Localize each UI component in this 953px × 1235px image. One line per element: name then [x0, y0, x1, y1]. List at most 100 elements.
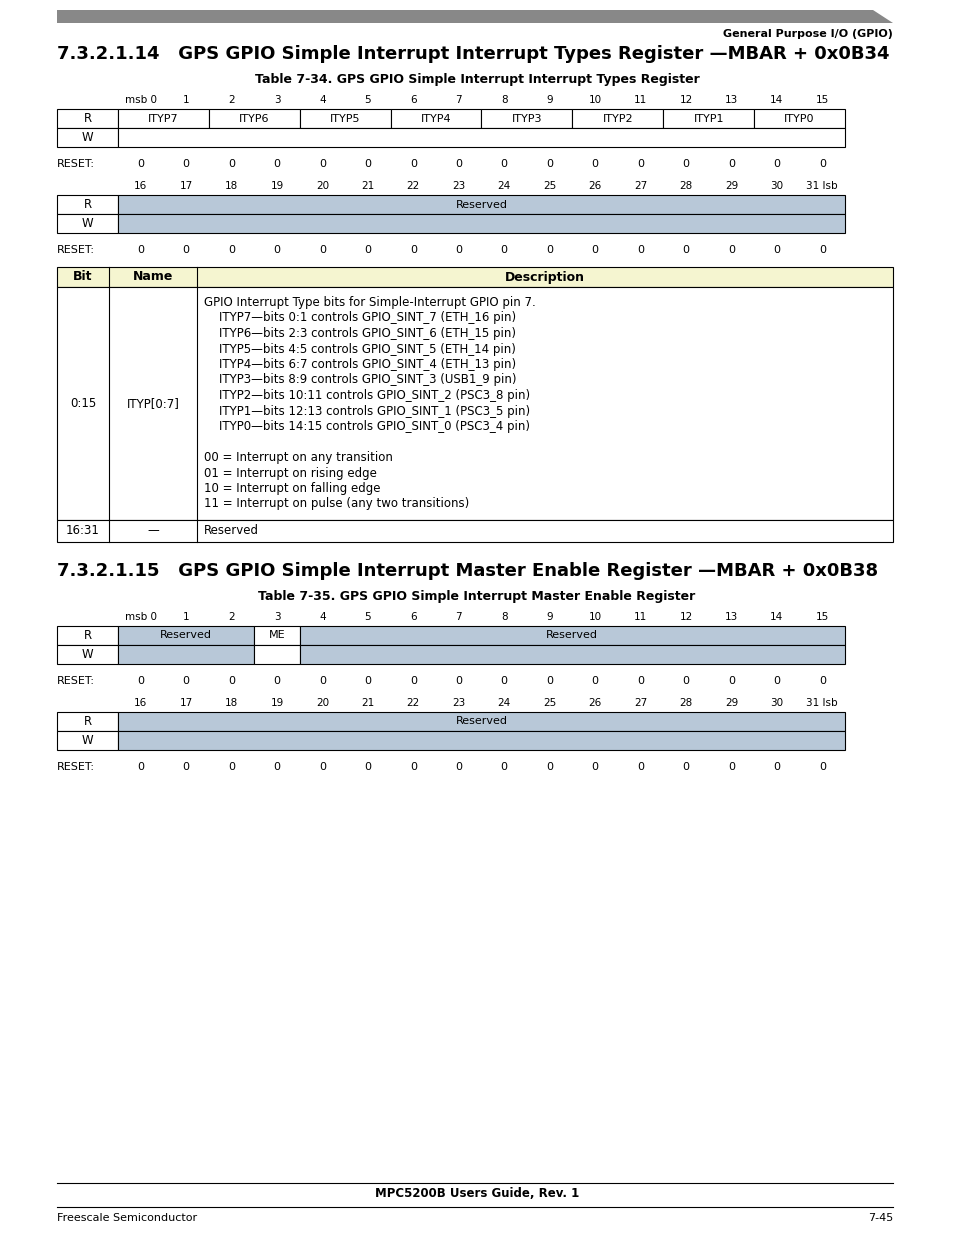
Text: Reserved: Reserved — [160, 631, 212, 641]
Text: 12: 12 — [679, 613, 692, 622]
Bar — [118, 626, 254, 645]
Text: 0: 0 — [137, 245, 144, 254]
Text: ITYP1—bits 12:13 controls GPIO_SINT_1 (PSC3_5 pin): ITYP1—bits 12:13 controls GPIO_SINT_1 (P… — [204, 405, 530, 417]
Text: 0: 0 — [773, 676, 780, 685]
Text: 0: 0 — [274, 245, 280, 254]
Text: Name: Name — [132, 270, 173, 284]
Text: 0: 0 — [773, 762, 780, 772]
Text: 0: 0 — [274, 676, 280, 685]
Text: ITYP4: ITYP4 — [420, 114, 451, 124]
Text: 13: 13 — [724, 95, 738, 105]
Text: 0: 0 — [410, 676, 416, 685]
Bar — [118, 128, 844, 147]
Text: R: R — [83, 629, 91, 642]
Bar — [57, 214, 118, 233]
Text: 17: 17 — [179, 698, 193, 708]
Text: 22: 22 — [406, 698, 419, 708]
Text: 13: 13 — [724, 613, 738, 622]
Text: 0: 0 — [364, 676, 371, 685]
Text: MPC5200B Users Guide, Rev. 1: MPC5200B Users Guide, Rev. 1 — [375, 1187, 578, 1200]
Text: 30: 30 — [769, 182, 782, 191]
Text: 0: 0 — [182, 676, 190, 685]
Text: 0: 0 — [727, 159, 734, 169]
Text: 0: 0 — [727, 762, 734, 772]
Text: R: R — [83, 715, 91, 727]
Text: 15: 15 — [815, 95, 828, 105]
Text: Table 7-35. GPS GPIO Simple Interrupt Master Enable Register: Table 7-35. GPS GPIO Simple Interrupt Ma… — [258, 590, 695, 603]
Bar — [753, 109, 844, 128]
Text: 2: 2 — [228, 95, 234, 105]
Text: 0: 0 — [137, 676, 144, 685]
Text: 0: 0 — [455, 159, 462, 169]
Text: ITYP3—bits 8:9 controls GPIO_SINT_3 (USB1_9 pin): ITYP3—bits 8:9 controls GPIO_SINT_3 (USB… — [204, 373, 516, 387]
Text: 10: 10 — [588, 613, 601, 622]
Text: 16:31: 16:31 — [66, 525, 100, 537]
Text: 7-45: 7-45 — [867, 1213, 892, 1223]
Bar — [118, 731, 844, 750]
Text: ITYP0—bits 14:15 controls GPIO_SINT_0 (PSC3_4 pin): ITYP0—bits 14:15 controls GPIO_SINT_0 (P… — [204, 420, 530, 433]
Text: 21: 21 — [361, 698, 375, 708]
Bar — [299, 645, 844, 664]
Text: Freescale Semiconductor: Freescale Semiconductor — [57, 1213, 197, 1223]
Text: 0: 0 — [228, 245, 234, 254]
Bar — [118, 195, 844, 214]
Text: ITYP7: ITYP7 — [148, 114, 178, 124]
Text: 11: 11 — [633, 613, 646, 622]
Bar — [57, 128, 118, 147]
Text: —: — — [147, 525, 159, 537]
Text: ITYP2: ITYP2 — [602, 114, 633, 124]
Text: 24: 24 — [497, 182, 510, 191]
Text: 0: 0 — [500, 762, 507, 772]
Text: 1: 1 — [183, 613, 190, 622]
Text: 24: 24 — [497, 698, 510, 708]
Text: 0: 0 — [681, 159, 689, 169]
Text: 0: 0 — [818, 676, 825, 685]
Text: 14: 14 — [769, 95, 782, 105]
Text: 0: 0 — [773, 159, 780, 169]
Text: 7: 7 — [455, 95, 461, 105]
Text: 23: 23 — [452, 698, 465, 708]
Text: 0: 0 — [727, 245, 734, 254]
Text: W: W — [82, 734, 93, 747]
Text: 19: 19 — [270, 182, 283, 191]
Text: 0: 0 — [681, 762, 689, 772]
Text: 5: 5 — [364, 95, 371, 105]
Text: 4: 4 — [319, 95, 325, 105]
Text: 15: 15 — [815, 613, 828, 622]
Text: 8: 8 — [500, 95, 507, 105]
Text: 0: 0 — [364, 762, 371, 772]
Text: 0: 0 — [182, 245, 190, 254]
Text: ITYP[0:7]: ITYP[0:7] — [127, 396, 179, 410]
Text: 0: 0 — [318, 676, 326, 685]
Bar — [118, 109, 209, 128]
Text: 21: 21 — [361, 182, 375, 191]
Text: 0: 0 — [137, 159, 144, 169]
Text: 0: 0 — [637, 159, 643, 169]
Text: 26: 26 — [588, 698, 601, 708]
Text: 16: 16 — [134, 182, 147, 191]
Text: W: W — [82, 217, 93, 230]
Text: 18: 18 — [225, 698, 238, 708]
Text: 29: 29 — [724, 698, 738, 708]
Text: ITYP7—bits 0:1 controls GPIO_SINT_7 (ETH_16 pin): ITYP7—bits 0:1 controls GPIO_SINT_7 (ETH… — [204, 311, 516, 325]
Text: 0: 0 — [727, 676, 734, 685]
Bar — [57, 520, 892, 542]
Text: 0: 0 — [137, 762, 144, 772]
Text: 16: 16 — [134, 698, 147, 708]
Bar — [390, 109, 481, 128]
Text: 4: 4 — [319, 613, 325, 622]
Text: 6: 6 — [410, 95, 416, 105]
Text: 0: 0 — [455, 245, 462, 254]
Text: 8: 8 — [500, 613, 507, 622]
Text: 0: 0 — [591, 676, 598, 685]
Bar — [118, 713, 844, 731]
Text: 0: 0 — [318, 762, 326, 772]
Bar — [254, 645, 299, 664]
Text: ME: ME — [269, 631, 285, 641]
Bar — [57, 287, 892, 520]
Text: 14: 14 — [769, 613, 782, 622]
Text: 0: 0 — [545, 245, 553, 254]
Text: 0: 0 — [455, 676, 462, 685]
Text: 2: 2 — [228, 613, 234, 622]
Text: 17: 17 — [179, 182, 193, 191]
